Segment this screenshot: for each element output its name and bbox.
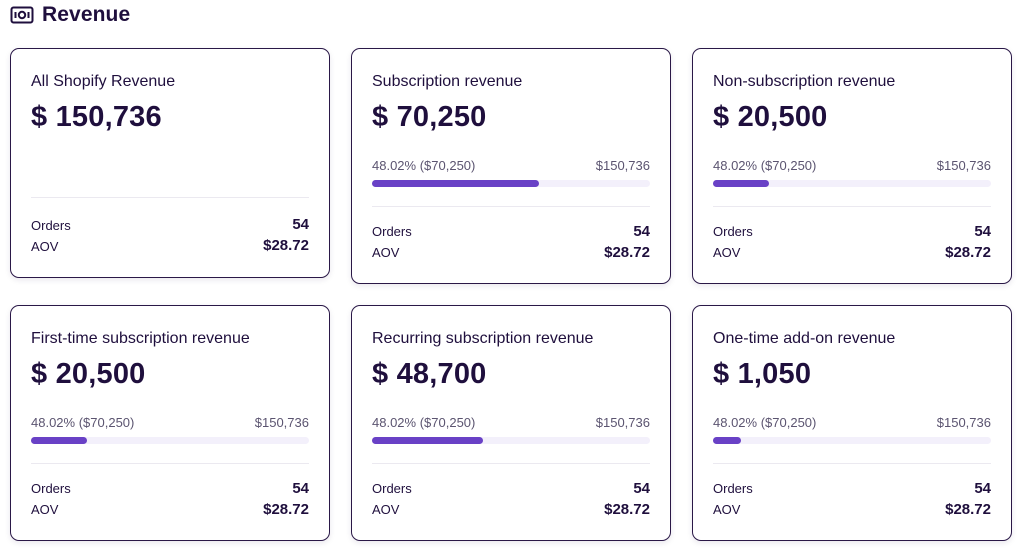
card-value: $ 48,700 — [372, 358, 487, 390]
card-value: $ 70,250 — [372, 101, 487, 133]
progress-bar-fill — [372, 180, 539, 187]
progress-bar-fill — [713, 437, 741, 444]
orders-label: Orders — [31, 481, 71, 496]
card-one-time-add-on-revenue[interactable]: One-time add-on revenue $ 1,050 48.02% (… — [692, 305, 1012, 541]
progress-share-label: 48.02% ($70,250) — [372, 415, 476, 430]
aov-value: $28.72 — [263, 237, 309, 254]
orders-label: Orders — [372, 224, 412, 239]
card-first-time-subscription-revenue[interactable]: First-time subscription revenue $ 20,500… — [10, 305, 330, 541]
progress-bar — [31, 437, 309, 444]
progress-total-label: $150,736 — [254, 415, 309, 430]
card-title: First-time subscription revenue — [31, 330, 250, 347]
card-title: Non-subscription revenue — [713, 73, 896, 90]
card-non-subscription-revenue[interactable]: Non-subscription revenue $ 20,500 48.02%… — [692, 48, 1012, 284]
aov-label: AOV — [713, 502, 741, 517]
aov-value: $28.72 — [945, 501, 991, 518]
orders-label: Orders — [31, 218, 71, 233]
aov-value: $28.72 — [263, 501, 309, 518]
progress-bar — [713, 180, 991, 187]
progress-bar — [372, 180, 650, 187]
progress-bar-fill — [713, 180, 769, 187]
card-recurring-subscription-revenue[interactable]: Recurring subscription revenue $ 48,700 … — [351, 305, 671, 541]
progress-total-label: $150,736 — [936, 158, 991, 173]
card-title: Recurring subscription revenue — [372, 330, 594, 347]
card-title: Subscription revenue — [372, 73, 523, 90]
aov-value: $28.72 — [604, 501, 650, 518]
card-title: One-time add-on revenue — [713, 330, 896, 347]
progress-share-label: 48.02% ($70,250) — [31, 415, 135, 430]
orders-value: 54 — [633, 223, 650, 240]
orders-label: Orders — [713, 224, 753, 239]
aov-label: AOV — [31, 502, 59, 517]
progress-share-label: 48.02% ($70,250) — [372, 158, 476, 173]
orders-label: Orders — [372, 481, 412, 496]
divider — [372, 206, 650, 207]
orders-label: Orders — [713, 481, 753, 496]
progress-total-label: $150,736 — [595, 415, 650, 430]
aov-value: $28.72 — [945, 244, 991, 261]
progress-bar — [372, 437, 650, 444]
aov-label: AOV — [372, 245, 400, 260]
section-header: Revenue — [10, 2, 130, 28]
orders-value: 54 — [292, 480, 309, 497]
card-title: All Shopify Revenue — [31, 73, 176, 90]
progress-bar — [713, 437, 991, 444]
divider — [372, 463, 650, 464]
divider — [31, 197, 309, 198]
aov-label: AOV — [372, 502, 400, 517]
divider — [31, 463, 309, 464]
progress-total-label: $150,736 — [936, 415, 991, 430]
page-title: Revenue — [42, 3, 131, 26]
banknote-icon — [10, 6, 34, 24]
progress-total-label: $150,736 — [595, 158, 650, 173]
divider — [713, 206, 991, 207]
card-value: $ 20,500 — [31, 358, 146, 390]
orders-value: 54 — [292, 216, 309, 233]
aov-label: AOV — [31, 239, 59, 254]
orders-value: 54 — [974, 223, 991, 240]
orders-value: 54 — [974, 480, 991, 497]
progress-bar-fill — [372, 437, 484, 444]
progress-bar-fill — [31, 437, 87, 444]
card-subscription-revenue[interactable]: Subscription revenue $ 70,250 48.02% ($7… — [351, 48, 671, 284]
aov-label: AOV — [713, 245, 741, 260]
progress-share-label: 48.02% ($70,250) — [713, 158, 817, 173]
card-all-shopify-revenue[interactable]: All Shopify Revenue $ 150,736 Orders 54 … — [10, 48, 330, 278]
card-value: $ 1,050 — [713, 358, 812, 390]
orders-value: 54 — [633, 480, 650, 497]
aov-value: $28.72 — [604, 244, 650, 261]
card-value: $ 20,500 — [713, 101, 828, 133]
divider — [713, 463, 991, 464]
progress-share-label: 48.02% ($70,250) — [713, 415, 817, 430]
card-value: $ 150,736 — [31, 101, 162, 133]
